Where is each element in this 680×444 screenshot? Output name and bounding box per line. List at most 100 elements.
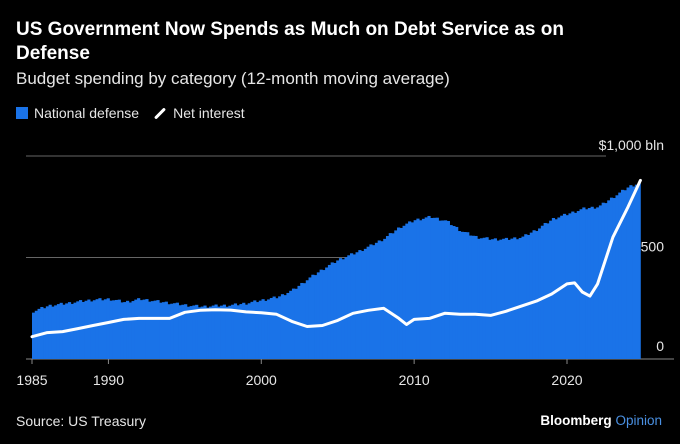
defense-bar	[139, 300, 144, 359]
defense-bar	[446, 221, 450, 359]
brand-logo: Bloomberg Opinion	[540, 413, 662, 428]
chart-subtitle: Budget spending by category (12-month mo…	[16, 69, 450, 88]
x-tick-label-1985: 1985	[16, 372, 47, 388]
defense-bar	[272, 296, 276, 359]
defense-bar	[452, 226, 456, 359]
defense-bar	[208, 306, 213, 359]
defense-bar	[195, 304, 199, 359]
defense-bar	[463, 232, 467, 359]
defense-bar	[413, 220, 417, 359]
x-tick-label-1990: 1990	[93, 372, 124, 388]
defense-bar	[101, 300, 105, 359]
x-tick-label-2010: 2010	[399, 372, 430, 388]
net-interest-line	[30, 178, 642, 339]
y-tick-label-500: 500	[641, 239, 665, 255]
defense-bar	[571, 211, 575, 359]
defense-bar	[228, 305, 232, 359]
defense-bar	[496, 240, 500, 359]
defense-bar	[397, 227, 401, 359]
defense-bar	[466, 232, 470, 359]
defense-bar	[192, 305, 196, 359]
defense-bar	[344, 257, 348, 359]
defense-bar	[330, 262, 334, 359]
defense-bar	[280, 294, 285, 359]
defense-bar	[114, 299, 119, 359]
defense-bar	[200, 306, 204, 359]
defense-bar	[148, 301, 152, 359]
defense-bar	[554, 219, 558, 359]
defense-bar	[632, 186, 636, 359]
defense-bar	[507, 239, 511, 359]
defense-bar	[582, 207, 586, 359]
defense-bar	[405, 223, 409, 359]
defense-bar	[255, 302, 260, 359]
defense-bar	[178, 305, 182, 359]
defense-bar	[377, 240, 381, 359]
defense-bar	[518, 237, 522, 359]
defense-bar	[427, 215, 431, 359]
legend: National defense Net interest	[16, 105, 259, 121]
defense-bar	[70, 303, 74, 359]
legend-swatch-defense	[16, 107, 28, 119]
defense-bar	[233, 303, 238, 359]
defense-bar	[493, 238, 497, 359]
defense-bar	[355, 252, 359, 359]
defense-bar	[568, 213, 572, 359]
defense-bar	[538, 228, 542, 359]
defense-bar	[253, 300, 257, 359]
defense-bar	[526, 234, 531, 359]
defense-bar	[410, 222, 415, 359]
defense-bar	[488, 239, 492, 359]
defense-bar	[264, 300, 268, 359]
defense-bar	[81, 301, 85, 359]
defense-bar	[612, 198, 616, 359]
defense-bar	[314, 275, 318, 359]
defense-bar	[120, 302, 124, 359]
defense-bar	[173, 303, 177, 359]
defense-bar	[623, 190, 627, 359]
defense-bar	[374, 242, 379, 359]
defense-bar	[549, 220, 553, 359]
brand-sub: Opinion	[615, 413, 662, 428]
defense-bar	[366, 246, 370, 359]
legend-item-interest: Net interest	[153, 105, 245, 121]
defense-bar	[363, 248, 368, 359]
defense-bar	[275, 298, 279, 359]
defense-bar	[278, 296, 282, 359]
defense-bar	[76, 301, 80, 359]
defense-bar	[167, 304, 171, 359]
defense-bar	[510, 238, 514, 359]
defense-bar	[421, 218, 426, 359]
defense-bar	[391, 233, 395, 359]
defense-bar	[242, 302, 246, 359]
defense-bar	[156, 300, 160, 359]
defense-bar	[90, 301, 94, 359]
defense-bar	[308, 277, 312, 359]
defense-bar	[159, 302, 163, 359]
defense-bar	[316, 272, 320, 359]
defense-bar	[186, 306, 191, 359]
defense-bar	[84, 300, 88, 359]
defense-bar	[231, 304, 235, 359]
defense-bar	[244, 304, 249, 359]
defense-bar	[634, 184, 639, 359]
defense-bar	[361, 251, 365, 359]
defense-bar	[491, 239, 495, 359]
defense-bar	[515, 239, 520, 359]
defense-bar	[607, 200, 611, 359]
y-tick-label-1000: $1,000 bln	[599, 137, 664, 153]
defense-bar	[388, 233, 392, 359]
defense-bar	[106, 298, 110, 359]
defense-bar	[419, 220, 423, 359]
defense-bar	[189, 306, 193, 359]
source-note: Source: US Treasury	[16, 413, 146, 429]
defense-bar	[220, 305, 224, 359]
defense-bar	[468, 235, 473, 359]
defense-bar	[103, 299, 108, 359]
defense-bar	[267, 299, 271, 359]
defense-bar	[358, 250, 362, 359]
defense-bar	[416, 218, 420, 359]
defense-bar	[402, 225, 406, 359]
defense-bar	[261, 299, 265, 359]
